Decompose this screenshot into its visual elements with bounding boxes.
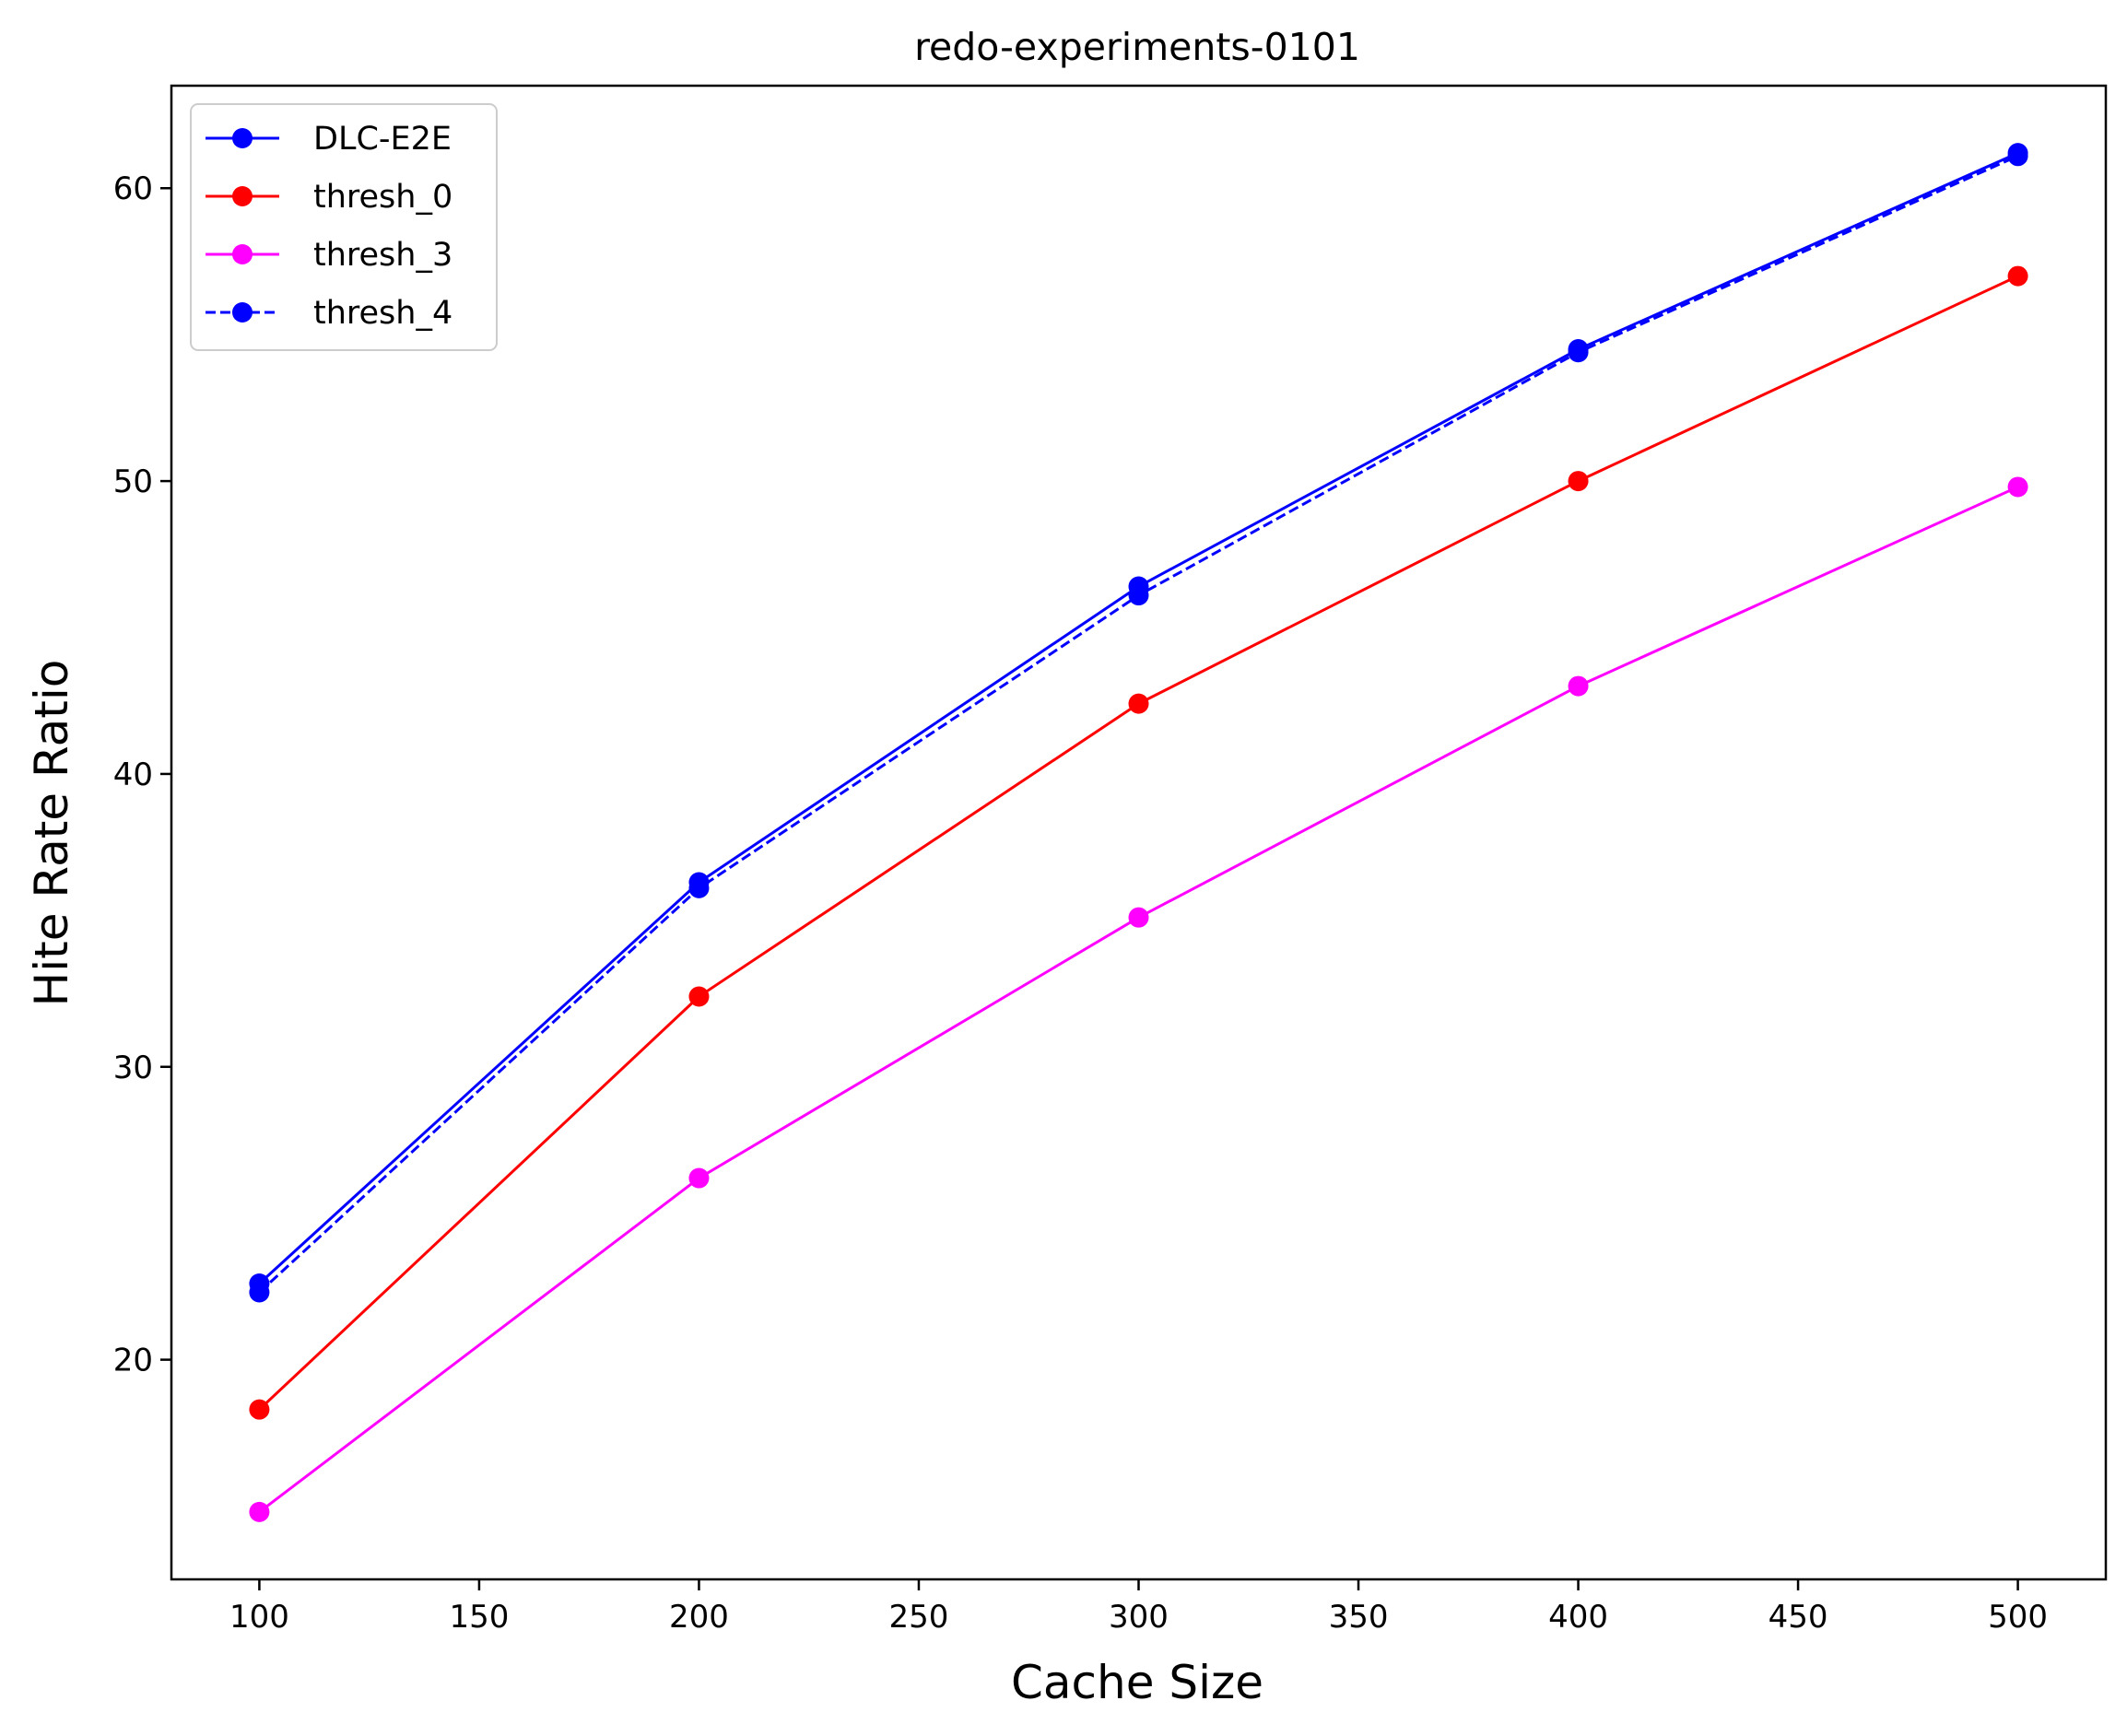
x-axis: 100 150 200 250 300 350 400 450 500 <box>229 1579 2048 1636</box>
data-point <box>249 1282 270 1303</box>
data-point <box>688 1167 710 1189</box>
data-point <box>688 986 710 1007</box>
legend-marker <box>232 302 253 323</box>
x-tick-label: 500 <box>1988 1599 2048 1636</box>
data-point <box>688 877 710 898</box>
legend: DLC-E2E thresh_0 thresh_3 thresh_4 <box>190 103 498 351</box>
y-tick-label: 50 <box>113 463 153 500</box>
legend-item: DLC-E2E <box>206 121 452 158</box>
y-tick-label: 30 <box>113 1050 153 1086</box>
data-point <box>249 1399 270 1420</box>
legend-marker <box>232 128 253 148</box>
legend-frame <box>190 103 498 351</box>
y-axis: 20 30 40 50 60 <box>113 170 171 1379</box>
data-point <box>1128 585 1149 606</box>
x-tick-label: 150 <box>449 1599 509 1636</box>
legend-label: thresh_4 <box>313 295 452 332</box>
legend-item: thresh_0 <box>206 179 452 216</box>
data-point <box>2007 265 2028 287</box>
series-thresh_3 <box>249 476 2028 1522</box>
x-tick-label: 200 <box>669 1599 729 1636</box>
x-axis-label: Cache Size <box>1011 1656 1263 1709</box>
y-tick-label: 40 <box>113 757 153 793</box>
x-tick-label: 400 <box>1548 1599 1608 1636</box>
data-point <box>1568 342 1589 363</box>
legend-item: thresh_3 <box>206 237 452 274</box>
data-point <box>2007 146 2028 167</box>
x-tick-label: 100 <box>229 1599 289 1636</box>
legend-marker <box>232 244 253 264</box>
y-tick-label: 20 <box>113 1343 153 1379</box>
data-point <box>249 1501 270 1522</box>
data-point <box>1128 693 1149 714</box>
series-thresh_4 <box>249 146 2028 1303</box>
y-tick-label: 60 <box>113 170 153 207</box>
chart-title: redo-experiments-0101 <box>914 25 1360 69</box>
y-axis-label: Hite Rate Ratio <box>25 660 78 1007</box>
series-thresh_0 <box>249 265 2028 1420</box>
series-layer <box>249 143 2028 1522</box>
legend-marker <box>232 186 253 206</box>
x-tick-label: 350 <box>1329 1599 1389 1636</box>
legend-item: thresh_4 <box>206 295 452 332</box>
x-tick-label: 250 <box>889 1599 949 1636</box>
legend-label: thresh_3 <box>313 237 452 274</box>
data-point <box>1568 675 1589 697</box>
legend-label: thresh_0 <box>313 179 452 216</box>
data-point <box>1568 471 1589 492</box>
x-tick-label: 450 <box>1769 1599 1828 1636</box>
data-point <box>1128 907 1149 928</box>
x-tick-label: 300 <box>1109 1599 1169 1636</box>
data-point <box>2007 476 2028 498</box>
legend-label: DLC-E2E <box>313 121 452 158</box>
